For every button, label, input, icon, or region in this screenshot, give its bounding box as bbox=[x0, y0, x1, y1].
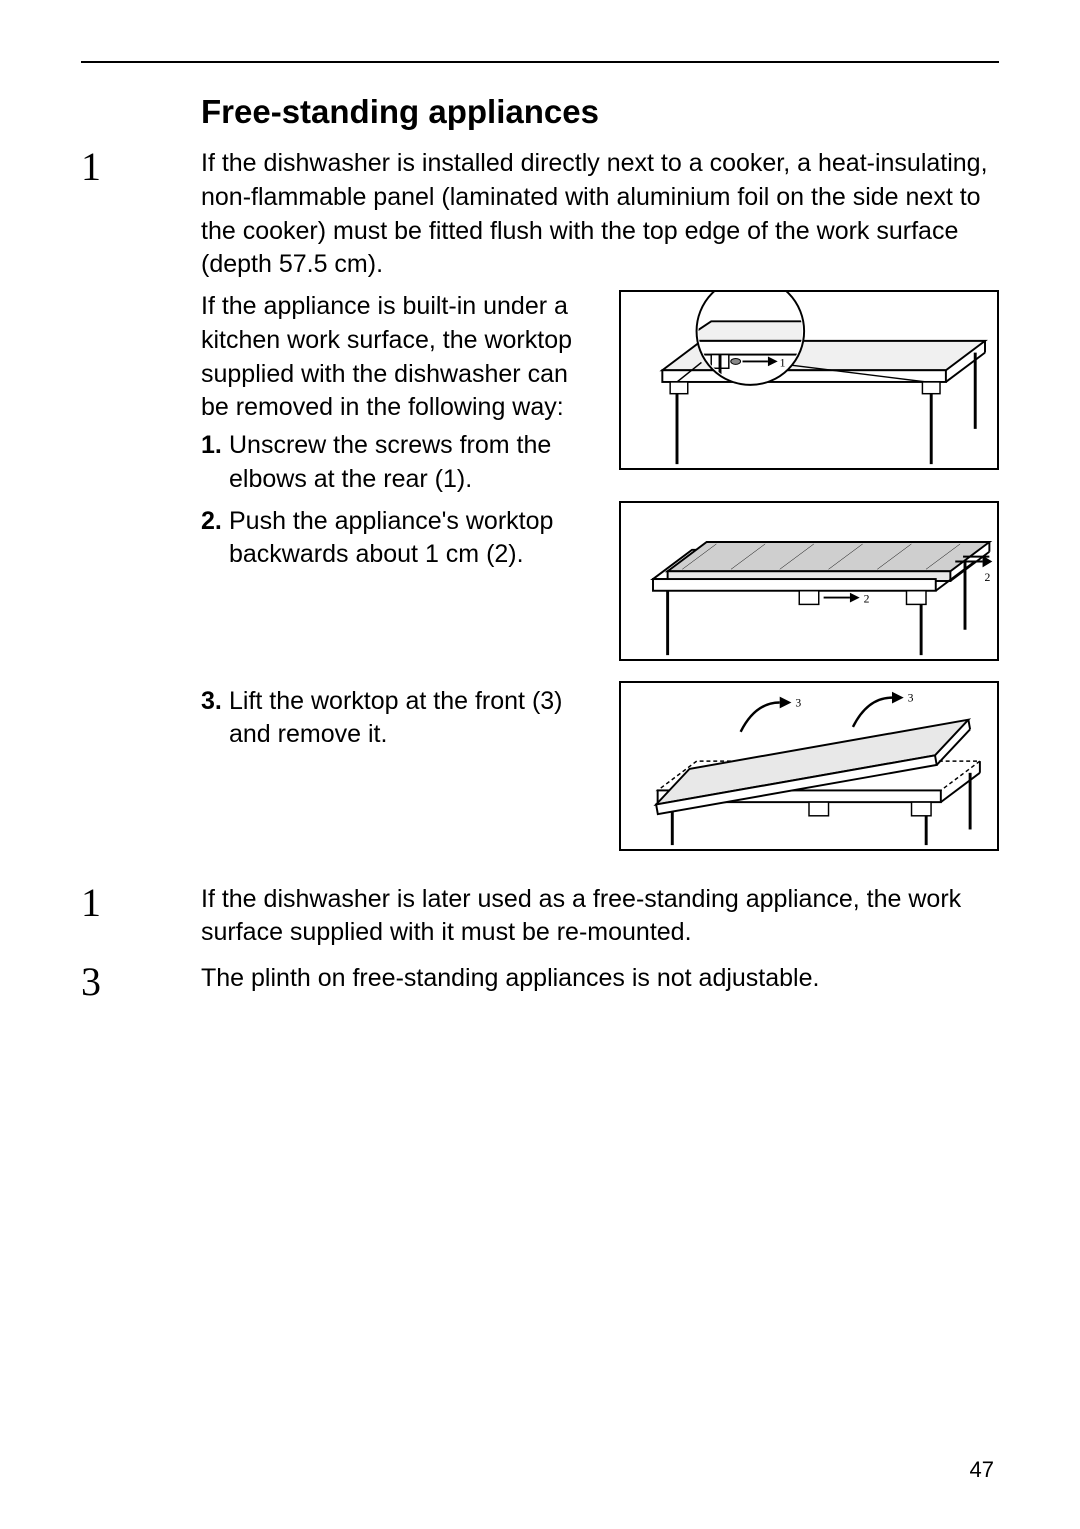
section-heading: Free-standing appliances bbox=[81, 93, 999, 131]
paragraph: If the dishwasher is later used as a fre… bbox=[201, 883, 999, 951]
info-marker: 1 bbox=[81, 147, 201, 187]
section-block: 1 If the dishwasher is installed directl… bbox=[81, 147, 999, 871]
two-column-row: 3. Lift the worktop at the front (3) and… bbox=[201, 681, 999, 871]
figure-1-svg: 1 bbox=[621, 292, 997, 468]
section-body: If the dishwasher is installed directly … bbox=[201, 147, 999, 871]
left-text-column: 3. Lift the worktop at the front (3) and… bbox=[201, 681, 589, 757]
fig2-callout-a: 2 bbox=[864, 592, 870, 605]
page-frame: Free-standing appliances 1 If the dishwa… bbox=[81, 61, 999, 1441]
section-body: The plinth on free-standing appliances i… bbox=[201, 962, 999, 996]
step-number: 3. bbox=[201, 685, 229, 753]
step-number: 2. bbox=[201, 505, 229, 573]
step-text: Lift the worktop at the front (3) and re… bbox=[229, 685, 589, 753]
left-text-column: 2. Push the appliance's worktop backward… bbox=[201, 501, 589, 577]
step-item: 2. Push the appliance's worktop backward… bbox=[201, 505, 589, 573]
fig3-callout-b: 3 bbox=[908, 691, 914, 704]
figure-3: 3 3 bbox=[619, 681, 999, 851]
step-item: 1. Unscrew the screws from the elbows at… bbox=[201, 429, 589, 497]
step-text: Push the appliance's worktop backwards a… bbox=[229, 505, 589, 573]
two-column-row: 2. Push the appliance's worktop backward… bbox=[201, 501, 999, 681]
step-text: Unscrew the screws from the elbows at th… bbox=[229, 429, 589, 497]
step-number: 1. bbox=[201, 429, 229, 497]
intro-paragraph-2: If the appliance is built-in under a kit… bbox=[201, 290, 589, 425]
figure-1: 1 bbox=[619, 290, 999, 470]
figure-2-svg: 2 2 bbox=[621, 503, 997, 659]
fig2-callout-b: 2 bbox=[985, 571, 991, 584]
fig3-callout-a: 3 bbox=[795, 696, 801, 709]
section-block: 1 If the dishwasher is later used as a f… bbox=[81, 883, 999, 951]
intro-paragraph: If the dishwasher is installed directly … bbox=[201, 147, 999, 282]
paragraph: The plinth on free-standing appliances i… bbox=[201, 962, 999, 996]
section-block: 3 The plinth on free-standing appliances… bbox=[81, 962, 999, 1002]
two-column-row: If the appliance is built-in under a kit… bbox=[201, 290, 999, 501]
left-text-column: If the appliance is built-in under a kit… bbox=[201, 290, 589, 501]
info-marker: 1 bbox=[81, 883, 201, 923]
page-number: 47 bbox=[970, 1457, 994, 1483]
info-marker: 3 bbox=[81, 962, 201, 1002]
fig1-callout: 1 bbox=[780, 356, 786, 369]
step-item: 3. Lift the worktop at the front (3) and… bbox=[201, 685, 589, 753]
figure-2: 2 2 bbox=[619, 501, 999, 661]
page: Free-standing appliances 1 If the dishwa… bbox=[0, 0, 1080, 1529]
section-body: If the dishwasher is later used as a fre… bbox=[201, 883, 999, 951]
figure-3-svg: 3 3 bbox=[621, 683, 997, 849]
